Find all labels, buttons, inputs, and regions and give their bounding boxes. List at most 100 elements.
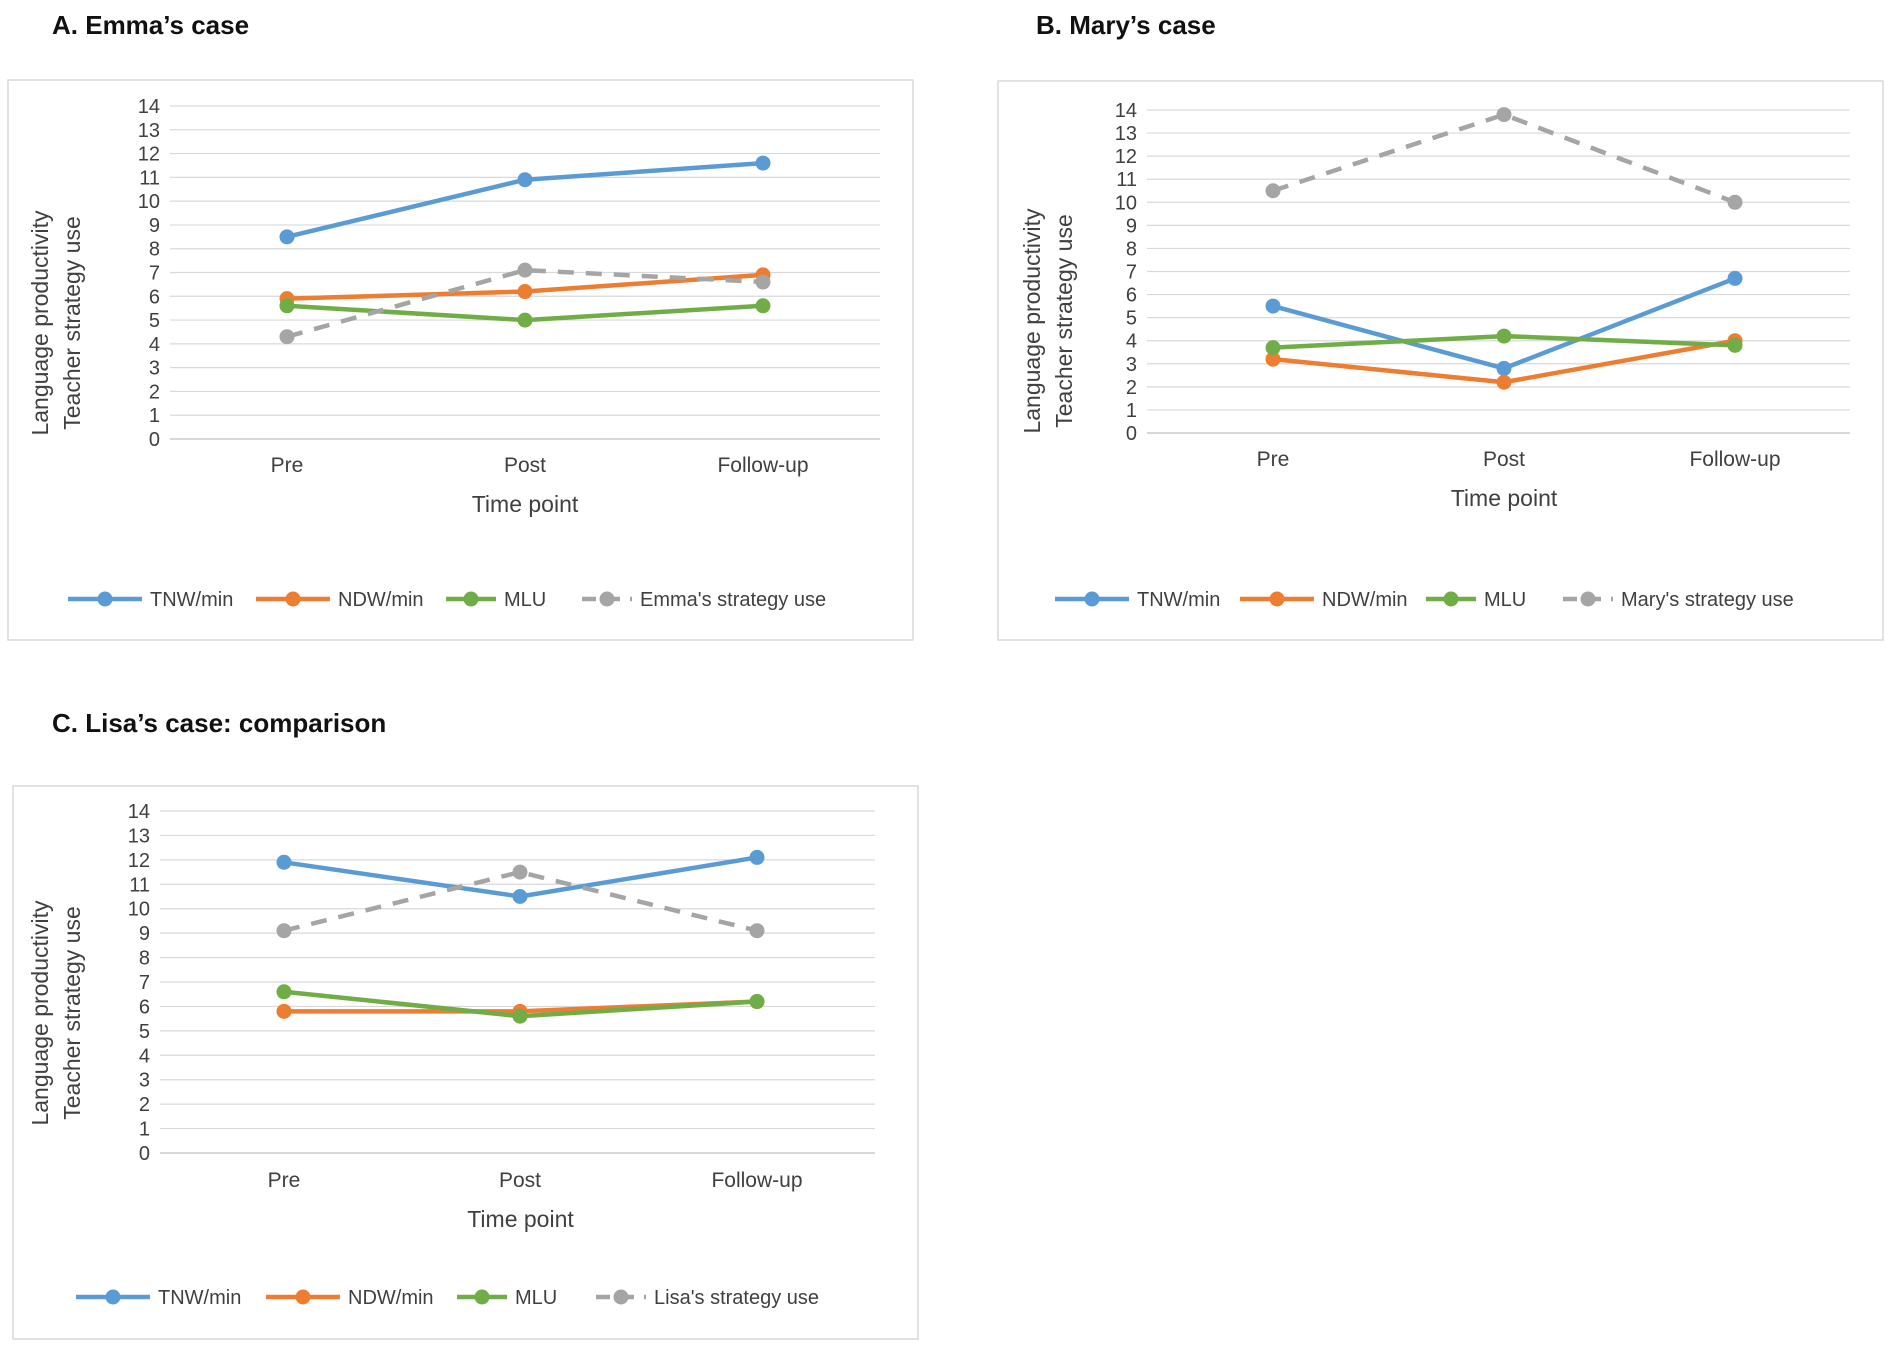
y-tick-label: 2: [139, 1094, 150, 1116]
data-point-mlu: [755, 298, 771, 314]
y-tick-label: 12: [1115, 146, 1137, 168]
series-line-mary-s-strategy-use: [1272, 112, 1736, 205]
panel-b-title: B. Mary’s case: [1036, 10, 1216, 40]
legend-label-mary-s-strategy-use: Mary's strategy use: [1621, 589, 1794, 611]
y-tick-label: 10: [138, 191, 160, 213]
y-tick-label: 12: [138, 144, 160, 166]
chart-frame: [997, 80, 1884, 641]
y-tick-label: 11: [129, 874, 150, 896]
y-axis-label: Language productivity: [27, 210, 53, 436]
y-tick-label: 1: [1126, 400, 1137, 422]
data-point-lisa-s-strategy-use: [749, 923, 765, 939]
y-tick-label: 11: [1116, 169, 1137, 191]
legend-label-emma-s-strategy-use: Emma's strategy use: [640, 589, 826, 611]
y-tick-label: 0: [139, 1143, 150, 1165]
chart-frame: [7, 79, 914, 641]
y-tick-label: 5: [139, 1021, 150, 1043]
data-point-mlu: [517, 312, 533, 328]
y-tick-label: 4: [1126, 331, 1137, 353]
data-point-tnw-min: [749, 849, 765, 865]
data-point-emma-s-strategy-use: [279, 329, 295, 345]
legend-label-ndw-min: NDW/min: [338, 589, 424, 611]
data-point-mlu: [1496, 328, 1512, 344]
y-tick-label: 0: [1126, 423, 1137, 445]
y-tick-label: 10: [1115, 192, 1137, 214]
y-tick-label: 13: [1115, 123, 1137, 145]
y-axis-label: Language productivity: [27, 900, 53, 1126]
y-tick-label: 13: [138, 120, 160, 142]
data-point-tnw-min: [517, 172, 533, 188]
data-point-tnw-min: [512, 889, 528, 904]
data-point-mlu: [279, 298, 295, 314]
data-point-tnw-min: [1265, 298, 1281, 314]
x-tick-label: Follow-up: [717, 454, 808, 477]
y-tick-label: 5: [1126, 308, 1137, 330]
y-axis-label: Teacher strategy use: [59, 906, 85, 1120]
x-axis-label: Time point: [472, 491, 579, 517]
data-point-ndw-min: [517, 284, 533, 300]
legend-marker-emma-s-strategy-use: [599, 591, 615, 607]
x-tick-label: Post: [499, 1169, 541, 1192]
legend-label-mlu: MLU: [515, 1287, 557, 1309]
data-point-tnw-min: [1727, 270, 1743, 286]
series-line-emma-s-strategy-use: [286, 267, 764, 339]
y-tick-label: 7: [1126, 262, 1137, 284]
y-tick-label: 0: [149, 429, 160, 451]
y-tick-label: 3: [139, 1070, 150, 1092]
x-tick-label: Pre: [268, 1169, 301, 1192]
y-tick-label: 8: [1126, 238, 1137, 260]
data-point-ndw-min: [1265, 351, 1281, 367]
data-point-tnw-min: [1496, 360, 1512, 376]
legend-marker-mlu: [1443, 591, 1459, 607]
panel-a-title: A. Emma’s case: [52, 10, 250, 40]
y-axis-label: Teacher strategy use: [59, 216, 85, 430]
legend-marker-mlu: [463, 591, 479, 607]
y-tick-label: 7: [149, 263, 160, 285]
data-point-emma-s-strategy-use: [755, 274, 771, 290]
data-point-mary-s-strategy-use: [1265, 183, 1281, 199]
y-tick-label: 1: [139, 1119, 150, 1141]
x-axis-label: Time point: [467, 1206, 574, 1232]
data-point-tnw-min: [279, 229, 295, 245]
y-tick-label: 2: [149, 381, 160, 403]
data-point-lisa-s-strategy-use: [276, 923, 292, 939]
x-tick-label: Follow-up: [1689, 448, 1780, 471]
y-tick-label: 4: [149, 334, 160, 356]
data-point-ndw-min: [276, 1003, 292, 1019]
legend-marker-ndw-min: [285, 591, 301, 607]
legend-marker-mary-s-strategy-use: [1580, 591, 1596, 607]
data-point-lisa-s-strategy-use: [512, 864, 528, 880]
legend-label-ndw-min: NDW/min: [348, 1287, 434, 1309]
y-tick-label: 6: [1126, 285, 1137, 307]
data-point-mlu: [749, 994, 765, 1010]
y-tick-label: 3: [1126, 354, 1137, 376]
series-line-lisa-s-strategy-use: [283, 869, 758, 933]
y-tick-label: 14: [128, 801, 150, 823]
legend-label-mlu: MLU: [1484, 589, 1526, 611]
y-tick-label: 8: [139, 948, 150, 970]
y-tick-label: 5: [149, 310, 160, 332]
x-tick-label: Pre: [1257, 448, 1290, 471]
legend-label-mlu: MLU: [504, 589, 546, 611]
data-point-tnw-min: [276, 854, 292, 870]
chart-frame: [12, 785, 919, 1340]
y-tick-label: 7: [139, 972, 150, 994]
y-tick-label: 9: [139, 923, 150, 945]
data-point-mary-s-strategy-use: [1727, 194, 1743, 210]
y-tick-label: 4: [139, 1045, 150, 1067]
legend-label-ndw-min: NDW/min: [1322, 589, 1408, 611]
legend-marker-ndw-min: [1269, 591, 1285, 607]
data-point-emma-s-strategy-use: [517, 262, 533, 278]
y-tick-label: 8: [149, 239, 160, 261]
y-tick-label: 13: [128, 825, 150, 847]
y-tick-label: 14: [138, 96, 160, 118]
data-point-ndw-min: [1496, 374, 1512, 390]
x-tick-label: Follow-up: [711, 1169, 802, 1192]
legend-label-lisa-s-strategy-use: Lisa's strategy use: [654, 1287, 819, 1309]
data-point-mlu: [1727, 337, 1743, 353]
data-point-mlu: [512, 1008, 528, 1024]
legend-marker-tnw-min: [1084, 591, 1100, 607]
